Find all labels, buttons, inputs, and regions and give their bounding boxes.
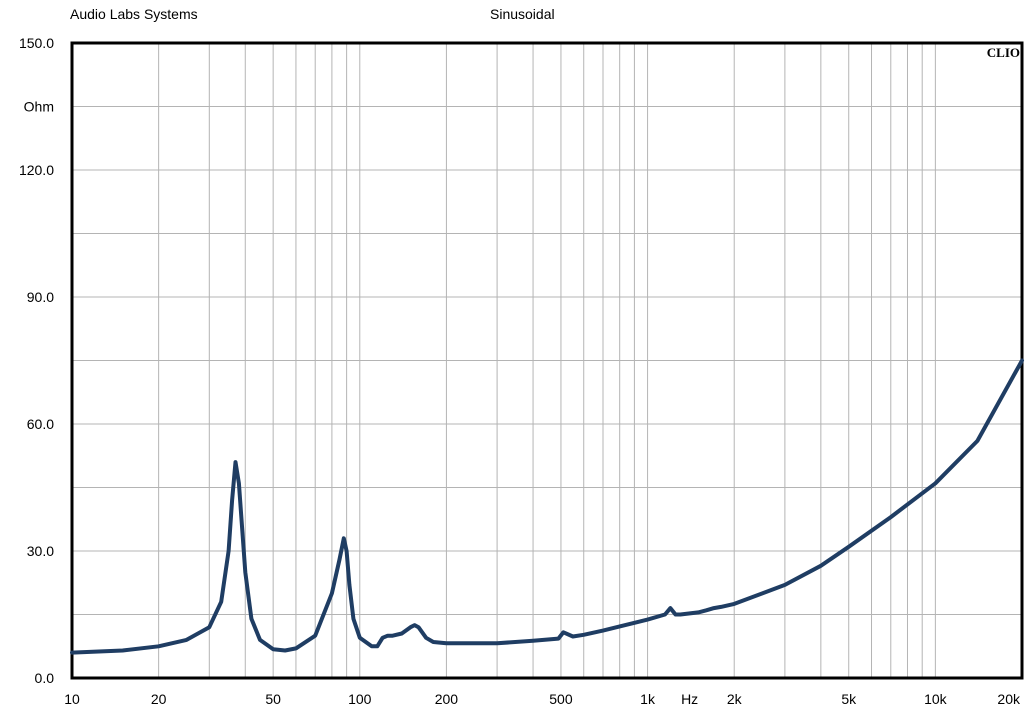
y-tick-label: 150.0 <box>19 35 54 51</box>
x-tick-label: 10k <box>924 691 948 707</box>
x-axis-unit-label: Hz <box>681 691 698 707</box>
x-tick-label: 500 <box>549 691 573 707</box>
impedance-curve <box>70 358 1024 655</box>
y-tick-label: 90.0 <box>27 289 54 305</box>
x-tick-label: 200 <box>435 691 459 707</box>
y-axis-unit-label: Ohm <box>24 99 54 115</box>
clio-brand-label: CLIO <box>987 45 1020 60</box>
y-tick-label: 30.0 <box>27 543 54 559</box>
x-tick-label: 100 <box>348 691 372 707</box>
x-axis-ticks: 10 20 50 100 200 500 1k 2k 5k 10k 20k <box>64 691 1021 707</box>
x-tick-label: 10 <box>64 691 80 707</box>
y-tick-label: 60.0 <box>27 416 54 432</box>
header-left-text: Audio Labs Systems <box>70 6 198 22</box>
y-tick-label: 0.0 <box>35 670 55 686</box>
y-axis-ticks: 0.0 30.0 60.0 90.0 120.0 150.0 <box>19 35 54 686</box>
y-tick-label: 120.0 <box>19 162 54 178</box>
x-tick-label: 50 <box>265 691 281 707</box>
x-tick-label: 5k <box>841 691 857 707</box>
x-tick-label: 20 <box>151 691 167 707</box>
grid-lines <box>72 43 1022 678</box>
header-center-text: Sinusoidal <box>490 6 555 22</box>
x-tick-label: 2k <box>727 691 743 707</box>
x-tick-label: 20k <box>997 691 1021 707</box>
x-tick-label: 1k <box>640 691 656 707</box>
